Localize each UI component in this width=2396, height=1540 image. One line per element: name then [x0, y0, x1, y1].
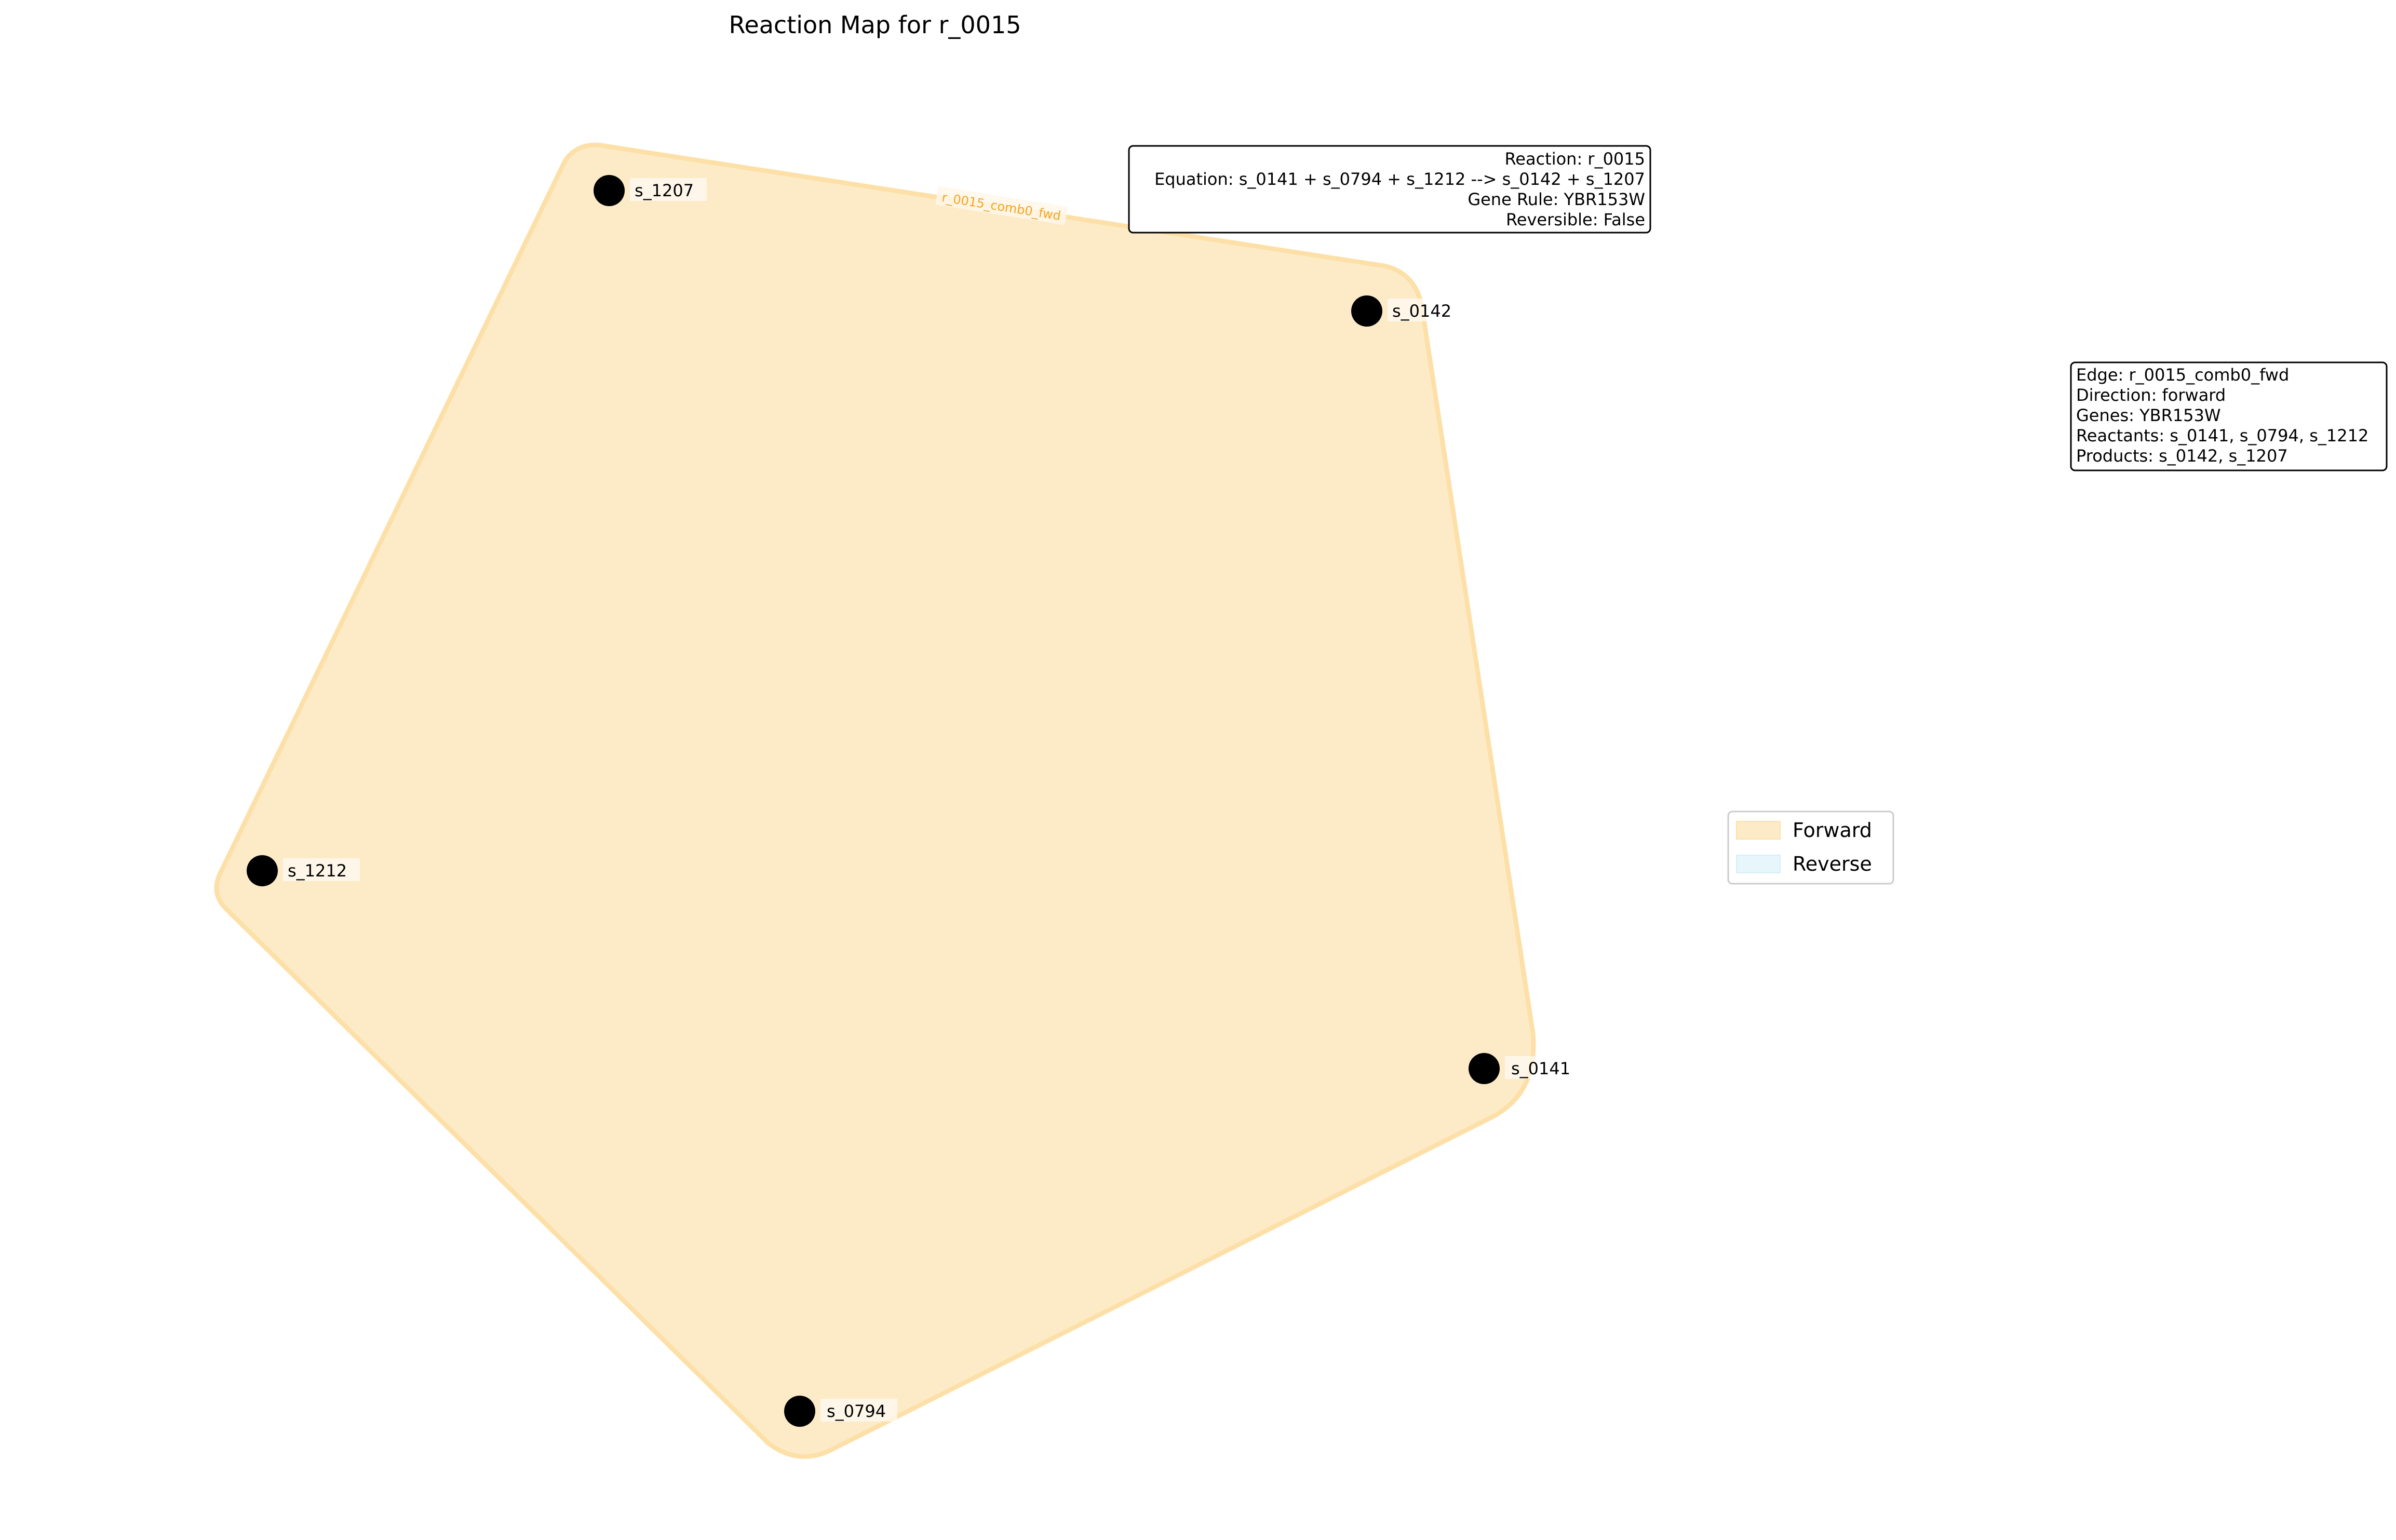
edge-info-line: Reactants: s_0141, s_0794, s_1212	[2076, 426, 2368, 445]
edge-info-line: Direction: forward	[2076, 385, 2226, 405]
hyperedge-forward-region[interactable]	[214, 142, 1536, 1459]
node-label: s_0141	[1511, 1059, 1570, 1078]
edge-info-line: Products: s_0142, s_1207	[2076, 446, 2288, 466]
reaction-info-line: Gene Rule: YBR153W	[1468, 190, 1645, 209]
node-marker[interactable]	[1351, 295, 1382, 327]
edge-info-line: Edge: r_0015_comb0_fwd	[2076, 365, 2289, 385]
node-label: s_0142	[1392, 301, 1451, 321]
node-label: s_1207	[635, 181, 694, 200]
legend-swatch-reverse	[1736, 855, 1781, 873]
node-s-0141[interactable]: s_0141	[1469, 1053, 1582, 1084]
reaction-info-line: Reversible: False	[1506, 210, 1645, 229]
legend: Forward Reverse	[1727, 810, 1894, 885]
node-marker[interactable]	[594, 175, 625, 206]
legend-swatch-forward	[1736, 821, 1781, 840]
legend-label-forward: Forward	[1793, 819, 1872, 842]
node-s-0794[interactable]: s_0794	[784, 1396, 897, 1427]
chart-title: Reaction Map for r_0015	[729, 11, 1021, 39]
node-s-1212[interactable]: s_1212	[247, 855, 360, 886]
node-marker[interactable]	[784, 1396, 815, 1427]
reaction-info-line: Equation: s_0141 + s_0794 + s_1212 --> s…	[1154, 169, 1645, 189]
node-s-1207[interactable]: s_1207	[594, 175, 707, 206]
legend-label-reverse: Reverse	[1793, 853, 1872, 875]
reaction-info-line: Reaction: r_0015	[1504, 149, 1645, 169]
node-label: s_0794	[827, 1401, 886, 1421]
reaction-info-box: Reaction: r_0015 Equation: s_0141 + s_07…	[1128, 145, 1651, 234]
edge-info-line: Genes: YBR153W	[2076, 406, 2221, 425]
node-label: s_1212	[288, 861, 347, 881]
node-marker[interactable]	[247, 855, 278, 886]
node-s-0142[interactable]: s_0142	[1351, 295, 1464, 327]
edge-info-box: Edge: r_0015_comb0_fwd Direction: forwar…	[2070, 361, 2388, 471]
node-marker[interactable]	[1469, 1053, 1500, 1084]
